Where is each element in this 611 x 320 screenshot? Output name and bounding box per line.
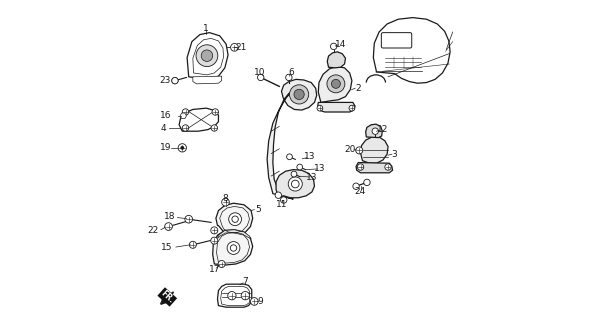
- Text: 22: 22: [147, 226, 158, 235]
- Text: 11: 11: [276, 200, 287, 209]
- Polygon shape: [218, 284, 252, 307]
- Polygon shape: [218, 230, 251, 238]
- Text: 10: 10: [254, 68, 266, 77]
- Circle shape: [230, 44, 238, 51]
- Circle shape: [288, 177, 302, 191]
- Circle shape: [227, 242, 240, 254]
- Polygon shape: [327, 52, 345, 68]
- Circle shape: [232, 216, 238, 222]
- Polygon shape: [216, 203, 253, 236]
- Circle shape: [230, 245, 236, 251]
- Text: 14: 14: [335, 40, 346, 49]
- Circle shape: [291, 171, 297, 177]
- Circle shape: [182, 125, 189, 131]
- Circle shape: [385, 164, 391, 170]
- Text: 17: 17: [208, 265, 220, 274]
- Circle shape: [222, 198, 229, 206]
- Circle shape: [172, 77, 178, 84]
- Circle shape: [297, 164, 302, 170]
- Circle shape: [211, 125, 218, 131]
- Text: 13: 13: [304, 152, 315, 161]
- Text: 13: 13: [306, 173, 318, 182]
- Text: 4: 4: [160, 124, 166, 132]
- Circle shape: [327, 75, 345, 93]
- Circle shape: [364, 179, 370, 186]
- Text: 23: 23: [159, 76, 171, 85]
- Polygon shape: [276, 170, 315, 198]
- Polygon shape: [179, 108, 219, 131]
- Text: 6: 6: [288, 68, 294, 77]
- Text: 1: 1: [203, 24, 208, 33]
- Circle shape: [201, 50, 213, 61]
- Circle shape: [172, 77, 178, 84]
- Text: 13: 13: [314, 164, 326, 173]
- Text: 16: 16: [159, 111, 171, 120]
- Text: 24: 24: [354, 187, 365, 196]
- Text: 19: 19: [159, 143, 171, 152]
- Polygon shape: [360, 137, 388, 163]
- Polygon shape: [282, 79, 316, 110]
- Circle shape: [211, 237, 218, 244]
- Circle shape: [182, 109, 189, 115]
- Polygon shape: [318, 67, 352, 102]
- Text: 18: 18: [164, 212, 175, 221]
- Circle shape: [356, 147, 363, 154]
- Circle shape: [241, 292, 249, 300]
- Circle shape: [372, 128, 378, 134]
- Text: 15: 15: [161, 243, 172, 252]
- Text: 9: 9: [258, 297, 263, 306]
- Circle shape: [353, 183, 359, 189]
- Text: 2: 2: [356, 84, 361, 93]
- Polygon shape: [193, 76, 222, 84]
- Circle shape: [196, 45, 218, 67]
- Circle shape: [178, 144, 186, 152]
- Circle shape: [211, 227, 218, 234]
- Circle shape: [331, 43, 337, 50]
- Text: FR.: FR.: [159, 289, 175, 305]
- Circle shape: [251, 298, 258, 305]
- Circle shape: [349, 105, 355, 111]
- Circle shape: [229, 213, 241, 226]
- Circle shape: [180, 146, 185, 150]
- Circle shape: [294, 89, 304, 100]
- Circle shape: [228, 292, 236, 300]
- Circle shape: [212, 109, 219, 115]
- Circle shape: [291, 180, 299, 188]
- Circle shape: [290, 85, 309, 104]
- Polygon shape: [365, 124, 382, 138]
- Circle shape: [280, 197, 287, 203]
- Text: 3: 3: [392, 150, 397, 159]
- Polygon shape: [267, 88, 298, 199]
- Text: 5: 5: [255, 205, 261, 214]
- Circle shape: [185, 215, 192, 223]
- Polygon shape: [213, 230, 253, 265]
- Text: 8: 8: [222, 194, 229, 203]
- Circle shape: [357, 164, 364, 170]
- Text: 12: 12: [376, 125, 388, 134]
- Polygon shape: [318, 102, 355, 112]
- Polygon shape: [187, 33, 228, 79]
- Circle shape: [218, 260, 225, 268]
- Circle shape: [317, 105, 323, 111]
- Polygon shape: [356, 163, 392, 173]
- Circle shape: [286, 74, 292, 81]
- Text: 7: 7: [243, 277, 248, 286]
- Circle shape: [189, 241, 196, 248]
- Circle shape: [257, 74, 264, 81]
- Circle shape: [275, 192, 282, 198]
- Text: 20: 20: [344, 145, 356, 154]
- Polygon shape: [180, 113, 186, 119]
- Text: 21: 21: [235, 43, 247, 52]
- Circle shape: [287, 154, 293, 160]
- Circle shape: [331, 79, 340, 88]
- Circle shape: [165, 223, 172, 230]
